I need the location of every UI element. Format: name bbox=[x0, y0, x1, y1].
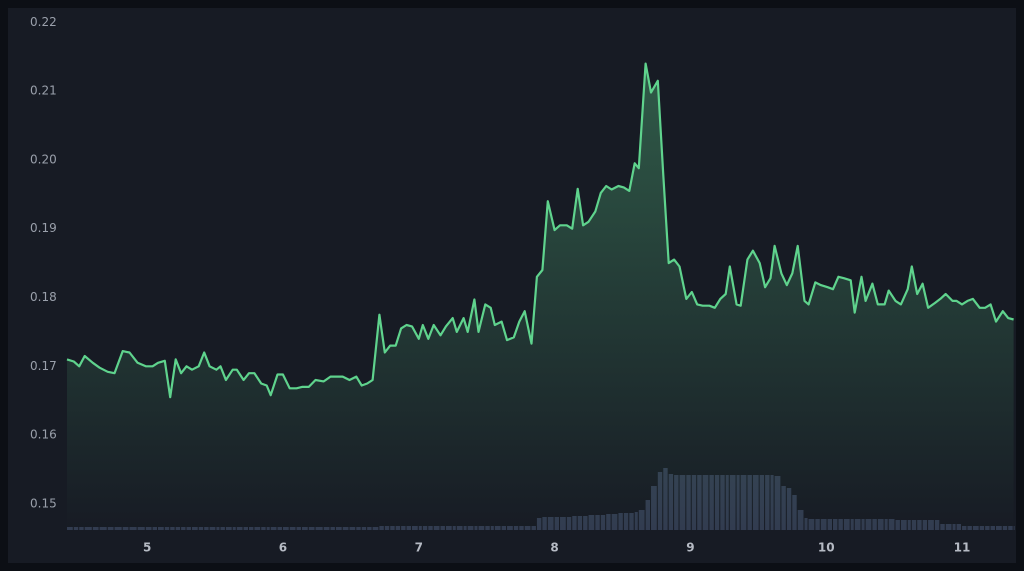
y-tick-label: 0.15 bbox=[30, 496, 57, 510]
x-tick-label: 7 bbox=[415, 541, 423, 555]
x-tick-label: 9 bbox=[686, 541, 694, 555]
x-tick-label: 6 bbox=[279, 541, 287, 555]
y-tick-label: 0.16 bbox=[30, 428, 57, 442]
x-tick-label: 8 bbox=[550, 541, 558, 555]
y-tick-label: 0.21 bbox=[30, 84, 57, 98]
x-tick-label: 5 bbox=[143, 541, 151, 555]
y-tick-label: 0.22 bbox=[30, 15, 57, 29]
y-tick-label: 0.19 bbox=[30, 221, 57, 235]
x-tick-label: 11 bbox=[954, 541, 971, 555]
x-tick-label: 10 bbox=[818, 541, 835, 555]
y-tick-label: 0.17 bbox=[30, 359, 57, 373]
volume-bar bbox=[1013, 526, 1015, 530]
price-line bbox=[66, 62, 1014, 399]
area-fill bbox=[67, 63, 1014, 530]
y-tick-label: 0.20 bbox=[30, 152, 57, 166]
y-tick-label: 0.18 bbox=[30, 290, 57, 304]
